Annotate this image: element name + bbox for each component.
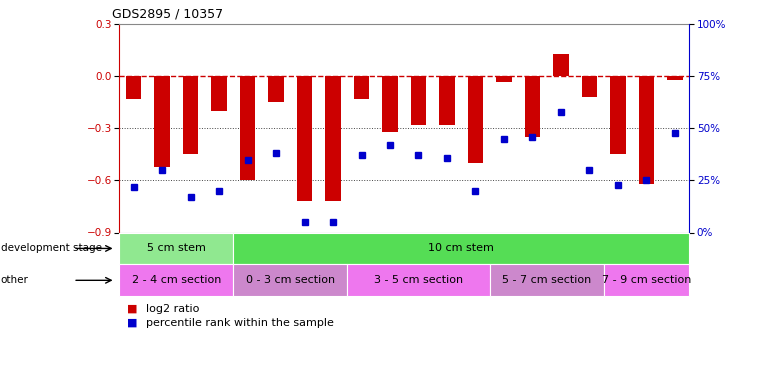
Bar [296,76,313,201]
Bar [382,76,398,132]
Bar [239,76,256,180]
Bar [154,76,170,166]
Bar [119,232,233,264]
Bar [353,76,370,99]
Text: percentile rank within the sample: percentile rank within the sample [146,318,334,328]
Bar [126,76,142,99]
Text: ■: ■ [127,318,138,328]
Bar [496,76,512,82]
Bar [182,76,199,154]
Bar [410,76,427,125]
Text: log2 ratio: log2 ratio [146,304,199,314]
Bar [233,264,347,296]
Text: other: other [1,275,28,285]
Text: development stage: development stage [1,243,102,254]
Bar [325,76,341,201]
Bar [610,76,626,154]
Bar [490,264,604,296]
Text: ■: ■ [127,304,138,314]
Text: 0 - 3 cm section: 0 - 3 cm section [246,275,335,285]
Bar [467,76,484,163]
Bar [638,76,654,184]
Text: 10 cm stem: 10 cm stem [428,243,494,254]
Text: 5 cm stem: 5 cm stem [147,243,206,254]
Text: 7 - 9 cm section: 7 - 9 cm section [601,275,691,285]
Bar [439,76,455,125]
Text: 3 - 5 cm section: 3 - 5 cm section [374,275,463,285]
Bar [553,54,569,76]
Bar [268,76,284,102]
Bar [347,264,490,296]
Text: 5 - 7 cm section: 5 - 7 cm section [502,275,591,285]
Bar [667,76,683,80]
Bar [524,76,541,137]
Bar [211,76,227,111]
Bar [604,264,689,296]
Bar [233,232,689,264]
Text: GDS2895 / 10357: GDS2895 / 10357 [112,8,223,21]
Bar [119,264,233,296]
Text: 2 - 4 cm section: 2 - 4 cm section [132,275,221,285]
Bar [581,76,598,97]
